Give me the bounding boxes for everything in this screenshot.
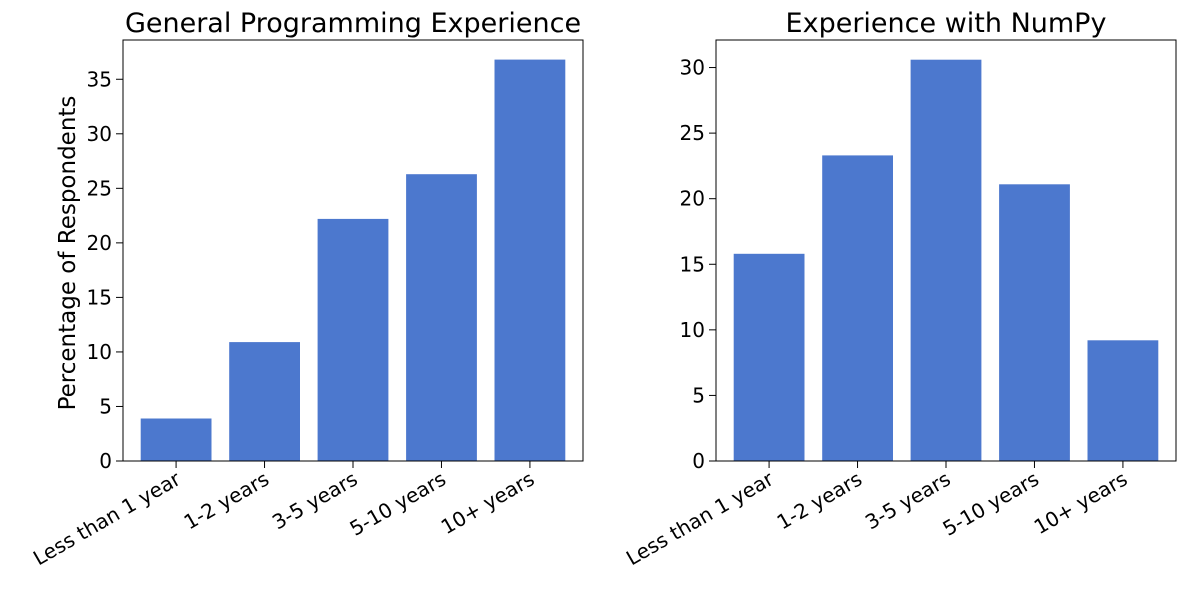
x-tick-label: Less than 1 year [29,466,185,570]
bars [140,59,566,461]
y-tick-label: 25 [87,176,112,200]
x-tick-label: 5-10 years [938,467,1042,541]
bar-5-10-years [406,174,477,461]
bar-3-5-years [317,218,389,461]
bar-1-2-years [822,155,893,461]
y-tick-label: 0 [692,449,705,473]
y-tick-label: 15 [87,285,112,309]
x-tick-label: 5-10 years [345,467,449,541]
y-ticks: 0 5 10 15 20 25 30 35 [87,67,123,473]
x-tick-label: 10+ years [1030,467,1132,540]
y-tick-label: 15 [680,252,705,276]
x-tick-label: Less than 1 year [622,466,778,570]
y-tick-label: 25 [680,121,705,145]
y-tick-label: 10 [680,318,705,342]
bar-10-years [494,59,566,461]
x-tick-label: 1-2 years [773,467,866,535]
bar-3-5-years [910,59,982,461]
y-ticks: 0 5 10 15 20 25 30 [680,56,716,473]
bar-10-years [1087,340,1159,461]
x-tick-label: 1-2 years [180,467,273,535]
y-tick-label: 0 [99,449,112,473]
chart-numpy-experience: Experience with NumPy 0 5 10 15 20 25 30 Less … [622,8,1177,570]
bars [733,59,1159,462]
y-tick-label: 20 [87,231,112,255]
y-tick-label: 30 [680,56,705,80]
bar-5-10-years [999,184,1070,462]
y-axis-label: Percentage of Respondents [55,96,81,411]
y-tick-label: 20 [680,187,705,211]
x-tick-label: 10+ years [437,467,539,540]
bar-less-than-1-year [140,418,212,461]
chart-title: General Programming Experience [125,8,581,39]
y-tick-label: 30 [87,122,112,146]
chart-title: Experience with NumPy [786,8,1107,39]
bar-1-2-years [229,342,300,461]
y-tick-label: 10 [87,340,112,364]
chart-general-programming: General Programming Experience Percentag… [29,8,584,570]
y-tick-label: 35 [87,67,112,91]
bar-less-than-1-year [733,253,805,461]
y-tick-label: 5 [692,383,705,407]
y-tick-label: 5 [99,394,112,418]
